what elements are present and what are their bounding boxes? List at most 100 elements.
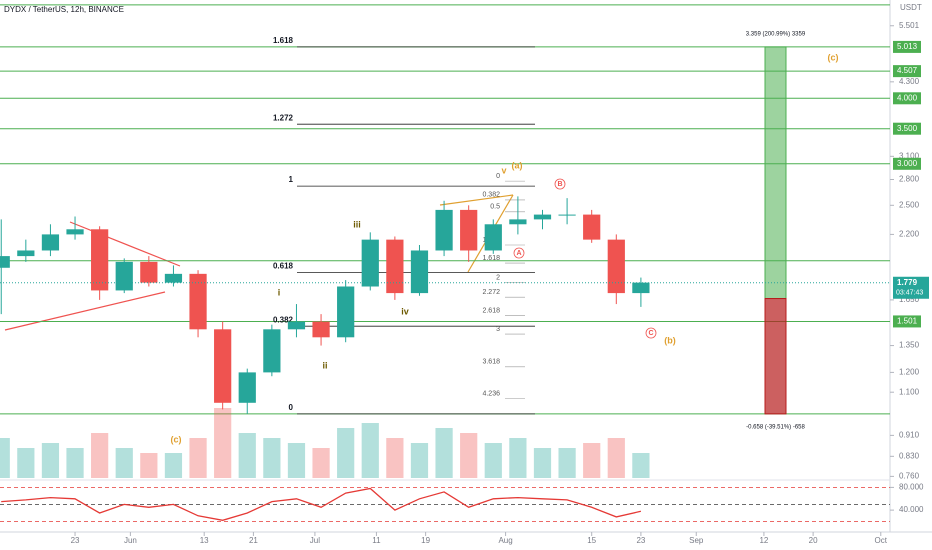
fib-label: 4.236: [482, 390, 500, 397]
fib-label: 1.618: [482, 255, 500, 262]
wave-label: (c): [171, 434, 182, 444]
candle-body: [164, 273, 183, 283]
volume-bar: [410, 443, 429, 478]
volume-bar: [435, 428, 453, 478]
volume-bar: [632, 453, 650, 478]
position-stop-label: -0.658 (-39.51%) -658: [746, 424, 805, 430]
fib-label: 0: [289, 403, 294, 412]
candle-body: [435, 209, 453, 251]
fib-label: 0.382: [273, 315, 294, 324]
volume-bar: [558, 448, 576, 478]
wave-label: (b): [664, 335, 676, 345]
rsi-line: [1, 487, 642, 521]
wave-label: iv: [401, 306, 409, 316]
volume-bar: [386, 438, 404, 478]
x-tick-label: Jul: [310, 536, 320, 545]
y-tick-label: 2.200: [899, 230, 920, 239]
position-profit: [764, 46, 787, 300]
y-tick-label: 4.300: [899, 77, 920, 86]
x-tick-label: Jun: [124, 536, 137, 545]
trendline: [439, 194, 514, 206]
fib-label: 0.618: [273, 262, 294, 271]
volume-bar: [607, 438, 625, 478]
volume-bar: [287, 443, 306, 478]
volume-bar: [484, 443, 502, 478]
level-label: 3.500: [897, 124, 918, 133]
last-price-label: 1.779: [897, 278, 918, 287]
candle-body: [91, 229, 109, 291]
volume-bar: [263, 438, 281, 478]
level-tag: [893, 65, 921, 78]
level-label: 1.501: [897, 317, 918, 326]
candle-body: [140, 261, 158, 283]
trendline: [4, 291, 166, 331]
x-tick-label: 21: [249, 536, 258, 545]
candle-body: [214, 329, 232, 403]
wave-circle: [513, 247, 525, 259]
fib-label: 3: [496, 326, 500, 333]
volume-bar: [583, 443, 601, 478]
volume-bar: [337, 428, 355, 478]
candle-body: [460, 209, 478, 251]
y-tick-label: 1.650: [899, 295, 920, 304]
chart-title: DYDX / TetherUS, 12h, BINANCE: [4, 5, 124, 14]
volume-bar: [115, 448, 133, 478]
volume-bar: [17, 448, 35, 478]
candle-body: [287, 321, 306, 330]
level-label: 3.000: [897, 159, 918, 168]
level-tag: [893, 92, 921, 105]
y-tick-label: 2.500: [899, 200, 920, 209]
wave-label: i: [278, 287, 281, 297]
fib-label: 2: [496, 274, 500, 281]
fib-label: 0.382: [482, 192, 500, 199]
y-tick-label: 0.830: [899, 451, 920, 460]
volume-bar: [189, 438, 207, 478]
candle-body: [583, 214, 601, 240]
currency: USDT: [900, 3, 922, 12]
volume-bar: [91, 433, 109, 478]
fib-label: 1: [289, 175, 294, 184]
volume-bar: [361, 423, 379, 478]
y-tick-label: 1.200: [899, 368, 920, 377]
candle-body: [533, 214, 552, 220]
y-tick-label: 0.760: [899, 471, 920, 480]
rsi-tick-label: 80.000: [899, 482, 924, 491]
candle-body: [632, 282, 650, 294]
wave-circle: [645, 327, 657, 339]
y-tick-label: 1.350: [899, 341, 920, 350]
volume-bar: [41, 443, 60, 478]
candle-body: [558, 214, 576, 216]
volume-bar: [533, 448, 552, 478]
y-tick-label: 5.501: [899, 21, 920, 30]
y-tick-label: 0.910: [899, 430, 920, 439]
candle-body: [361, 239, 379, 287]
x-tick-label: Oct: [875, 536, 888, 545]
x-tick-label: Sep: [689, 536, 704, 545]
level-tag: [893, 157, 921, 170]
fib-label: 3.618: [482, 359, 500, 366]
candle-body: [410, 250, 429, 294]
candle-body: [312, 321, 330, 338]
rsi-tick-label: 40.000: [899, 505, 924, 514]
candle-body: [66, 229, 84, 235]
fib-label: 0.5: [490, 204, 500, 211]
y-tick-label: 1.100: [899, 387, 920, 396]
wave-label: C: [648, 330, 653, 337]
volume-bar: [460, 433, 478, 478]
wave-label: (a): [512, 160, 523, 170]
y-tick-label: 2.800: [899, 175, 920, 184]
x-tick-label: 11: [372, 536, 381, 545]
fib-label: 0: [496, 173, 500, 180]
fib-label: 2.272: [482, 289, 500, 296]
wave-circle: [554, 178, 566, 190]
x-tick-label: 20: [809, 536, 818, 545]
wave-label: (c): [828, 52, 839, 62]
volume-bar: [509, 438, 527, 478]
x-tick-label: 23: [71, 536, 80, 545]
level-label: 4.000: [897, 93, 918, 102]
volume-bar: [214, 408, 232, 478]
candle-body: [41, 234, 60, 251]
candle-body: [263, 329, 281, 373]
volume-bar: [140, 453, 158, 478]
